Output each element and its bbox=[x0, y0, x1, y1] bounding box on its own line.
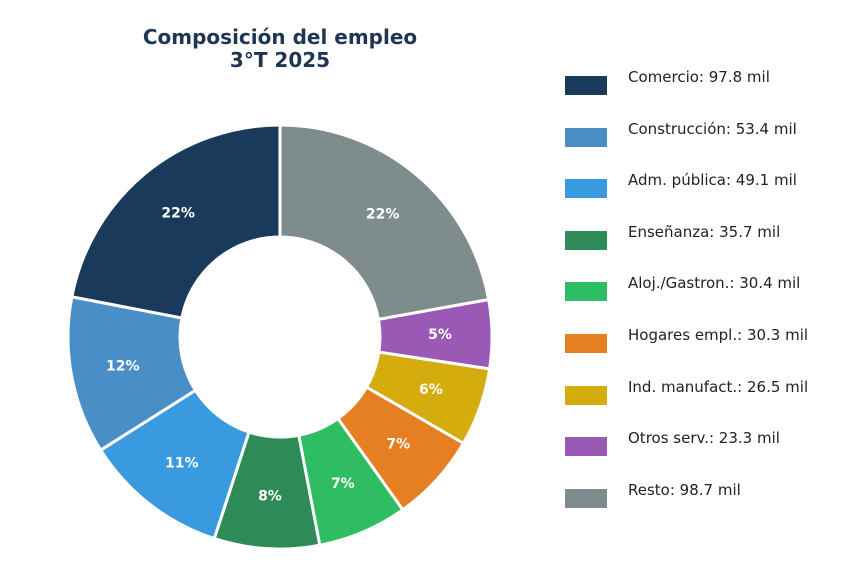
legend-item-ind-manufact: Ind. manufact.: 26.5 mil bbox=[565, 374, 855, 426]
chart-title: Composición del empleo bbox=[142, 25, 418, 49]
donut-slices bbox=[66, 123, 494, 551]
legend-swatch bbox=[565, 127, 607, 147]
percent-label-otros-serv: 5% bbox=[428, 327, 452, 343]
legend-label: Comercio: 97.8 mil bbox=[628, 68, 770, 86]
chart-title-block: Composición del empleo 3°T 2025 bbox=[100, 26, 460, 72]
percent-label-adm-publica: 11% bbox=[165, 455, 199, 471]
legend-swatch bbox=[565, 385, 607, 405]
donut-chart: 22% 12% 11% 8% 7% 7% 6% 5% 22% bbox=[66, 123, 494, 551]
legend-item-hogares-empl: Hogares empl.: 30.3 mil bbox=[565, 322, 855, 374]
legend-label: Resto: 98.7 mil bbox=[628, 480, 741, 499]
legend-item-construccion: Construcción: 53.4 mil bbox=[565, 116, 855, 168]
legend-swatch bbox=[565, 488, 607, 508]
percent-label-ensenanza: 8% bbox=[258, 489, 282, 505]
legend-item-adm-publica: Adm. pública: 49.1 mil bbox=[565, 167, 855, 219]
legend-swatch bbox=[565, 76, 607, 95]
legend-swatch bbox=[565, 179, 607, 199]
legend-swatch bbox=[565, 282, 607, 302]
percent-label-resto: 22% bbox=[366, 206, 400, 222]
legend-label: Aloj./Gastron.: 30.4 mil bbox=[628, 274, 801, 293]
percent-label-construccion: 12% bbox=[106, 359, 140, 375]
chart-subtitle: 3°T 2025 bbox=[229, 48, 331, 72]
legend-label: Construcción: 53.4 mil bbox=[628, 119, 797, 138]
legend-swatch bbox=[565, 437, 607, 457]
percent-label-ind-manufact: 6% bbox=[419, 382, 443, 398]
percent-label-aloj-gastron: 7% bbox=[331, 476, 355, 492]
legend-item-resto: Resto: 98.7 mil bbox=[565, 477, 855, 529]
legend-label: Ind. manufact.: 26.5 mil bbox=[628, 377, 809, 396]
slice-comercio bbox=[70, 123, 282, 320]
legend-swatch bbox=[565, 333, 607, 353]
legend-item-aloj-gastron: Aloj./Gastron.: 30.4 mil bbox=[565, 270, 855, 322]
percent-label-hogares-empl: 7% bbox=[386, 437, 410, 453]
legend-swatch bbox=[565, 230, 607, 250]
legend-item-comercio: Comercio: 97.8 mil bbox=[565, 64, 855, 116]
legend-item-ensenanza: Enseñanza: 35.7 mil bbox=[565, 219, 855, 271]
legend-label: Enseñanza: 35.7 mil bbox=[628, 222, 781, 241]
legend-item-otros-serv: Otros serv.: 23.3 mil bbox=[565, 425, 855, 477]
donut-percent-labels: 22% 12% 11% 8% 7% 7% 6% 5% 22% bbox=[106, 206, 452, 505]
percent-label-comercio: 22% bbox=[161, 206, 195, 222]
legend-label: Hogares empl.: 30.3 mil bbox=[628, 325, 809, 344]
slice-resto bbox=[278, 123, 491, 322]
legend-label: Adm. pública: 49.1 mil bbox=[628, 171, 797, 190]
legend: Comercio: 97.8 mil Construcción: 53.4 mil… bbox=[565, 64, 855, 528]
legend-label: Otros serv.: 23.3 mil bbox=[628, 429, 780, 448]
